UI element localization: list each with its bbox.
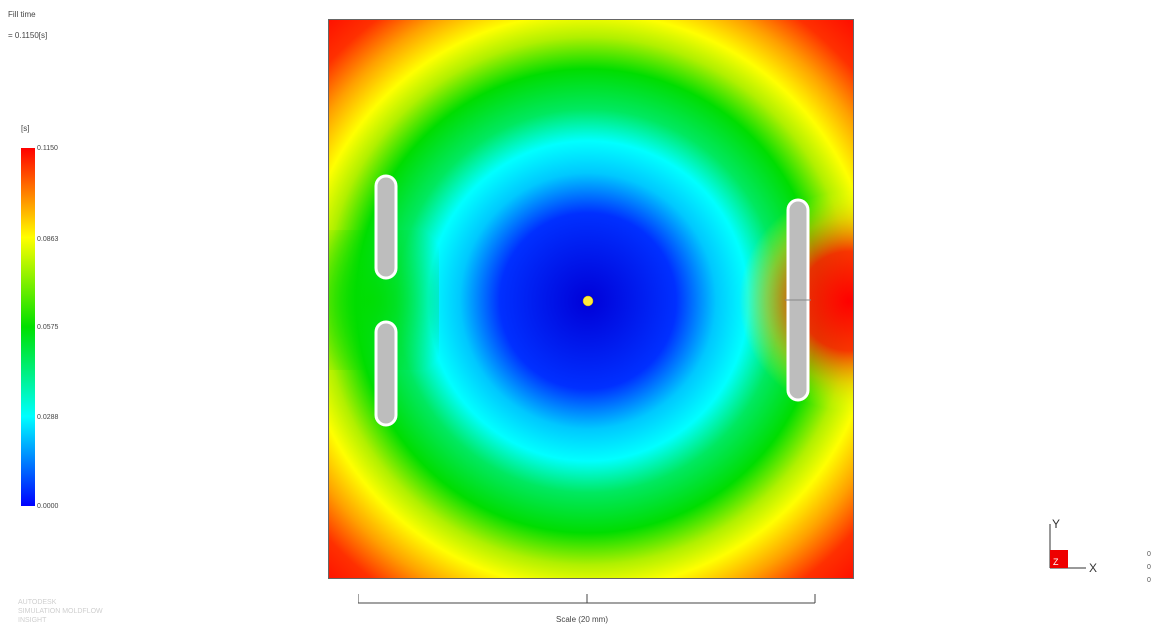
watermark-line-2: SIMULATION MOLDFLOW xyxy=(18,608,103,615)
y-axis-label: Y xyxy=(1052,517,1060,531)
legend-tick-4: 0.0288 xyxy=(37,414,59,421)
axis-triad[interactable]: Y X Z xyxy=(1042,516,1112,576)
result-title: Fill time xyxy=(8,10,36,19)
legend-tick-min: 0.0000 xyxy=(37,503,59,510)
injection-point[interactable] xyxy=(582,295,594,307)
corner-value-3: 0 xyxy=(1147,577,1151,584)
z-axis-label: Z xyxy=(1053,557,1059,567)
x-axis-label: X xyxy=(1089,561,1097,575)
right-hot-region xyxy=(709,170,853,430)
legend-unit: [s] xyxy=(21,124,30,133)
fill-time-plot[interactable] xyxy=(328,19,854,579)
left-upper-insert xyxy=(374,174,398,280)
watermark-line-3: INSIGHT xyxy=(18,617,47,624)
z-axis-marker xyxy=(1050,550,1068,568)
autodesk-watermark: AUTODESK SIMULATION MOLDFLOW INSIGHT xyxy=(18,598,103,625)
legend-tick-3: 0.0575 xyxy=(37,324,59,331)
corner-value-1: 0 xyxy=(1147,551,1151,558)
contour-svg xyxy=(329,20,853,578)
left-lower-insert xyxy=(374,320,398,427)
triad-icon: Y X Z xyxy=(1049,517,1097,575)
result-value: = 0.1150[s] xyxy=(8,31,48,40)
scale-label: Scale (20 mm) xyxy=(556,615,609,624)
scale-bar xyxy=(358,594,816,604)
watermark-line-1: AUTODESK xyxy=(18,599,57,606)
legend-tick-2: 0.0863 xyxy=(37,236,59,243)
corner-value-2: 0 xyxy=(1147,564,1151,571)
legend-color-bar xyxy=(21,148,35,506)
legend-tick-max: 0.1150 xyxy=(37,145,58,152)
